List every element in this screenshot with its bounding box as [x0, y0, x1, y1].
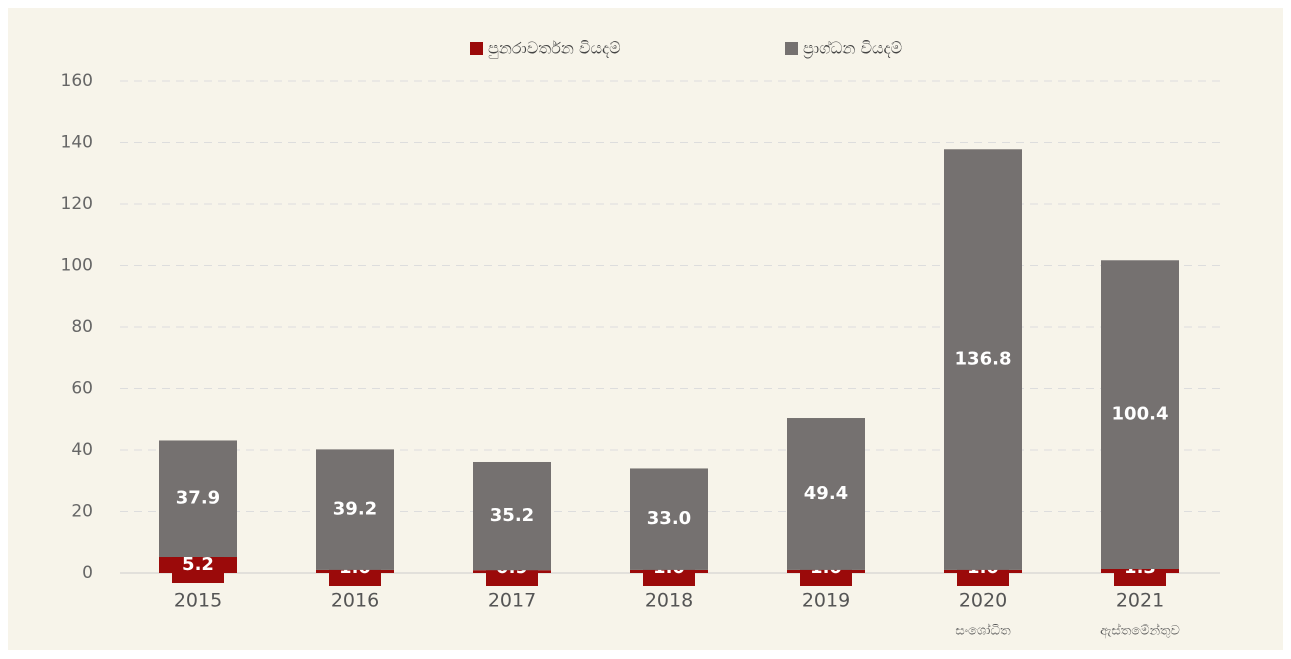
y-tick-label: 80 [71, 317, 93, 337]
value-label: 100.4 [1112, 404, 1169, 425]
value-label: 35.2 [490, 505, 534, 526]
value-label: 39.2 [333, 499, 377, 520]
x-tick-label: 2020 [959, 590, 1007, 612]
x-tick-label: 2019 [802, 590, 850, 612]
y-tick-label: 140 [61, 133, 93, 153]
value-label: 49.4 [804, 483, 848, 504]
bar-segment [159, 440, 237, 558]
x-tick-label: 2016 [331, 590, 379, 612]
bar-segment [944, 149, 1022, 570]
bar-segment [787, 418, 865, 570]
legend-swatch [470, 42, 483, 55]
value-label: 37.9 [176, 488, 220, 509]
legend-label: ප්‍රාග්ධන වියදම් [803, 39, 902, 59]
x-tick-label: 2021 [1116, 590, 1164, 612]
value-label: 136.8 [955, 349, 1012, 370]
y-tick-label: 0 [82, 563, 93, 583]
value-label: 33.0 [647, 508, 691, 529]
legend-swatch [785, 42, 798, 55]
legend-label: පුනරාවර්තන වියදම් [488, 39, 621, 59]
y-tick-label: 60 [71, 379, 93, 399]
y-tick-label: 100 [61, 256, 93, 276]
x-tick-label: 2018 [645, 590, 693, 612]
x-tick-note: ඇස්තමේන්තුව [1100, 622, 1180, 638]
y-tick-label: 40 [71, 440, 93, 460]
x-tick-note: සංශෝධිත [955, 623, 1011, 639]
y-tick-label: 120 [61, 194, 93, 214]
y-tick-label: 160 [61, 71, 93, 91]
y-tick-label: 20 [71, 502, 93, 522]
bar-segment [630, 468, 708, 570]
x-tick-label: 2015 [174, 590, 222, 612]
bar-segment [316, 449, 394, 570]
bar-segment [473, 461, 551, 571]
x-tick-label: 2017 [488, 590, 536, 612]
bar-segment [1101, 260, 1179, 570]
value-label: 5.2 [182, 554, 214, 575]
